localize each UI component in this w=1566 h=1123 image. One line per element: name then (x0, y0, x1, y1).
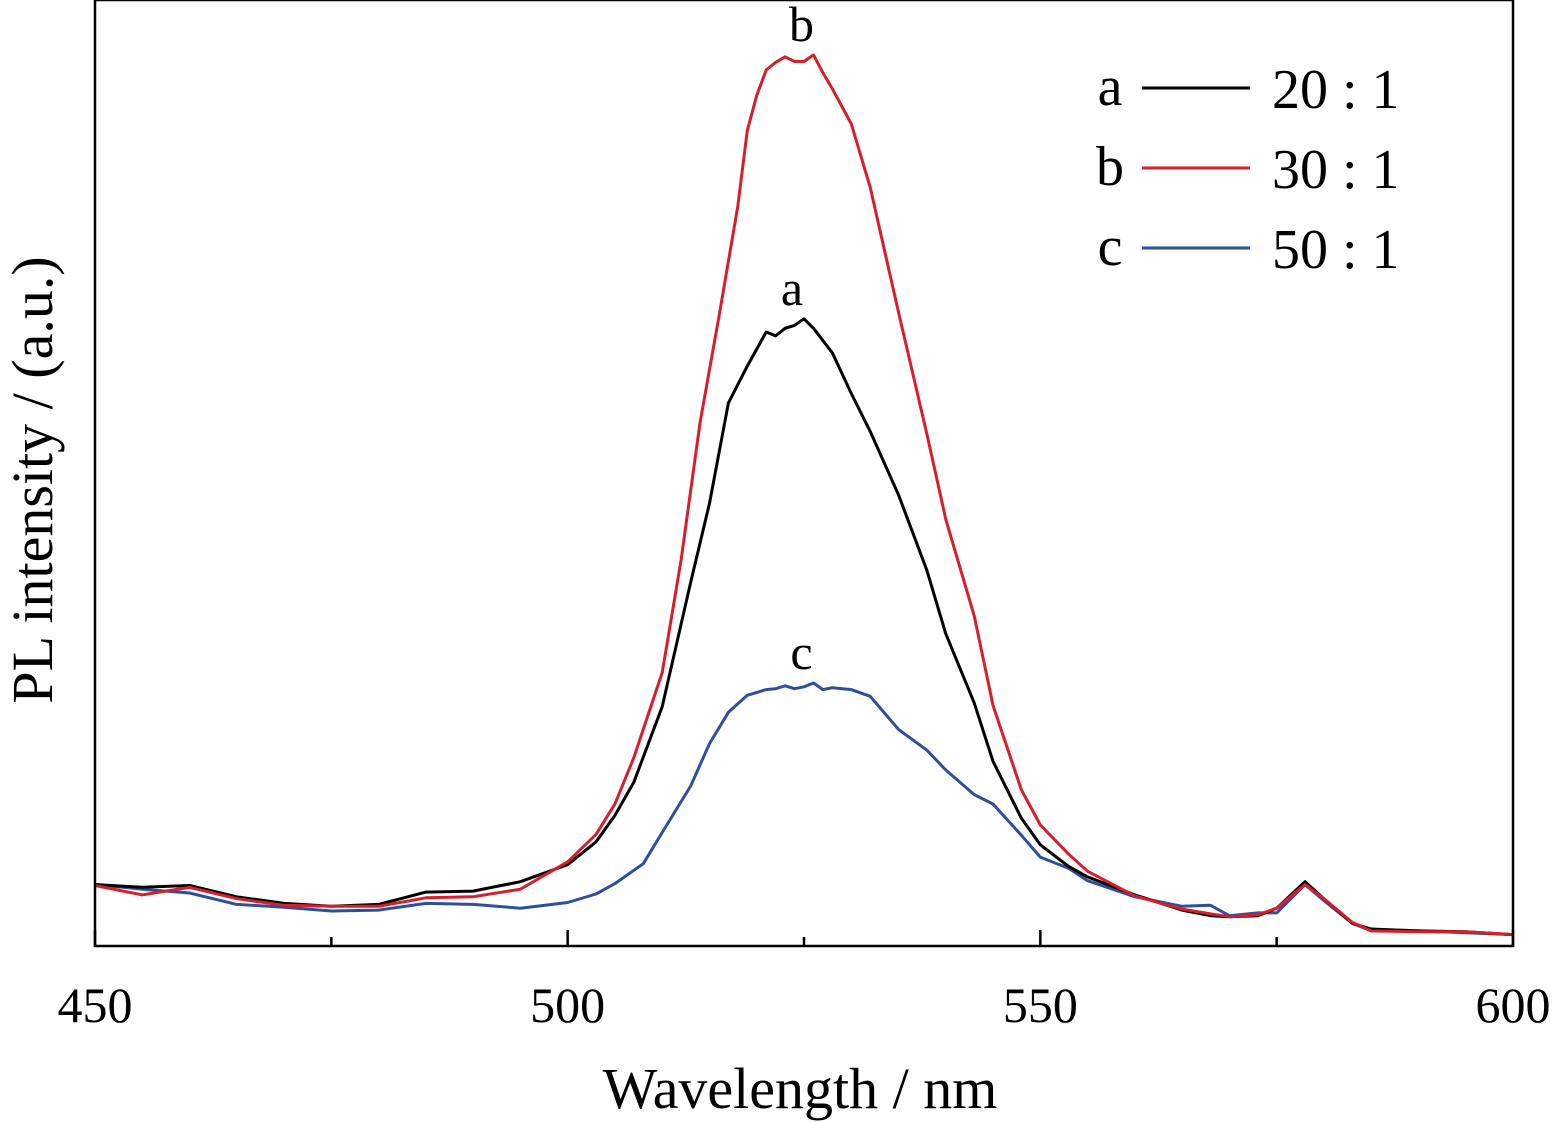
peak-label-a: a (781, 260, 803, 316)
x-tick-label: 600 (1476, 977, 1551, 1033)
x-axis-ticks: 450 500 550 600 (58, 930, 1551, 1033)
legend-item-c: c 50 : 1 (1098, 216, 1400, 281)
legend-item-b: b 30 : 1 (1096, 136, 1400, 201)
series-layer (94, 53, 1514, 937)
peak-label-c: c (790, 624, 812, 680)
x-tick-label: 450 (58, 977, 133, 1033)
legend-key: c (1098, 216, 1123, 278)
legend-label: 20 : 1 (1272, 59, 1400, 121)
x-tick-label: 500 (530, 977, 605, 1033)
y-axis-title: PL intensity / (a.u.) (0, 256, 65, 703)
legend-key: a (1098, 56, 1123, 118)
legend-item-a: a 20 : 1 (1098, 56, 1400, 121)
series-line-c (94, 681, 1514, 937)
legend: a 20 : 1 b 30 : 1 c 50 : 1 (1096, 56, 1400, 281)
legend-label: 30 : 1 (1272, 139, 1400, 201)
legend-label: 50 : 1 (1272, 219, 1400, 281)
series-line-b (94, 53, 1514, 937)
peak-labels: a b c (781, 0, 814, 680)
x-axis-title: Wavelength / nm (603, 1056, 998, 1121)
x-tick-label: 550 (1003, 977, 1078, 1033)
legend-key: b (1096, 136, 1124, 198)
peak-label-b: b (789, 0, 814, 52)
